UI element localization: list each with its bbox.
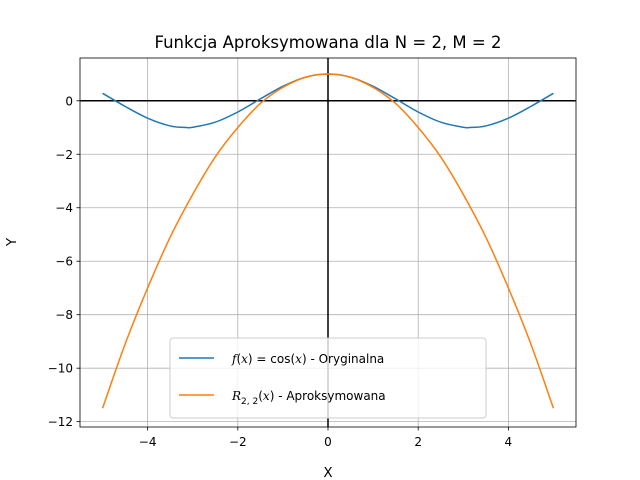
- x-axis-label: X: [323, 465, 332, 480]
- y-tick-label: −10: [48, 362, 73, 376]
- legend-entry-original: f(x) = cos(x) - Oryginalna: [231, 352, 384, 366]
- y-tick-label: 0: [65, 94, 73, 108]
- x-tick-label: 4: [505, 435, 513, 449]
- x-tick-label: −2: [229, 435, 247, 449]
- y-tick-label: −12: [48, 415, 73, 429]
- y-tick-label: −8: [55, 308, 73, 322]
- y-axis-label: Y: [4, 237, 20, 247]
- y-tick-label: −4: [55, 201, 73, 215]
- legend-entry-approx: R2, 2(x) - Aproksymowana: [231, 389, 386, 407]
- series-line-approx: [101, 73, 555, 409]
- x-axis-ticks: −4 −2 0 2 4: [139, 427, 512, 449]
- x-tick-label: 0: [324, 435, 332, 449]
- legend-frame: [169, 337, 487, 419]
- y-axis-ticks: 0 −2 −4 −6 −8 −10 −12: [48, 94, 80, 429]
- series-layer: [101, 73, 555, 409]
- y-tick-label: −2: [55, 148, 73, 162]
- y-tick-label: −6: [55, 255, 73, 269]
- x-tick-label: −4: [139, 435, 157, 449]
- legend: f(x) = cos(x) - Oryginalna R2, 2(x) - Ap…: [169, 337, 487, 419]
- x-tick-label: 2: [414, 435, 422, 449]
- chart-title: Funkcja Aproksymowana dla N = 2, M = 2: [155, 33, 502, 52]
